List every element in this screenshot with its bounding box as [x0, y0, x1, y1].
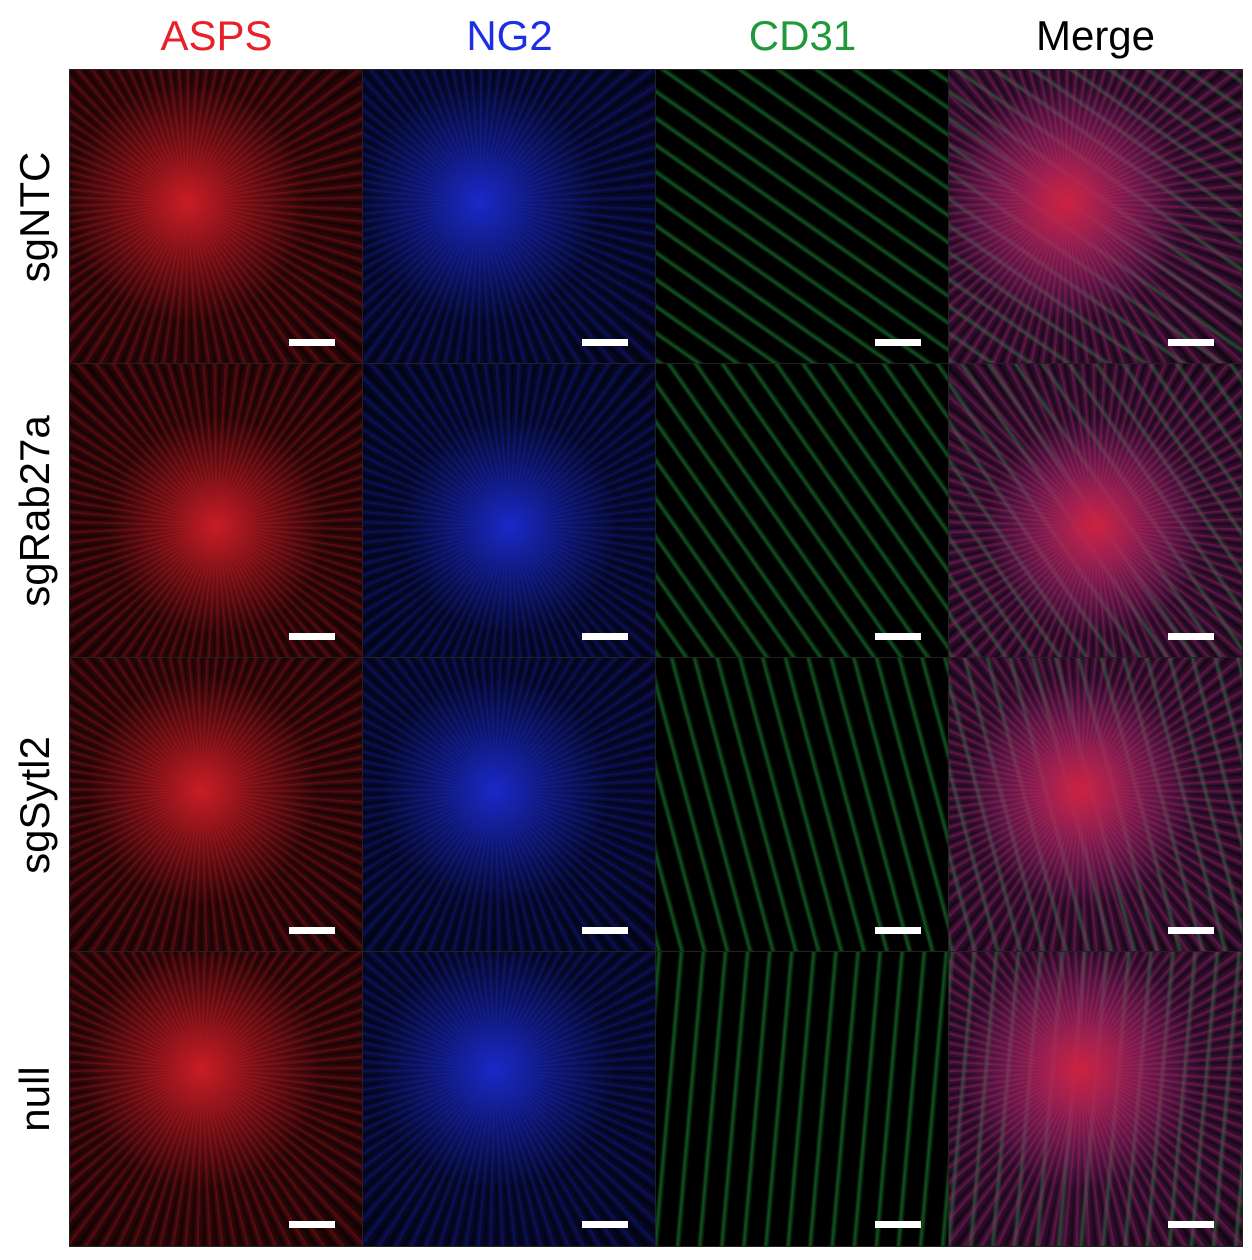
image-texture [363, 364, 656, 658]
scale-bar [875, 927, 921, 934]
image-texture [949, 70, 1242, 364]
micrograph [69, 951, 364, 1247]
scale-bar [582, 1221, 628, 1228]
micrograph [362, 363, 657, 659]
row-label: sgSytl2 [11, 736, 58, 874]
row-label: null [11, 1066, 58, 1132]
image-texture [70, 70, 363, 364]
scale-bar [1168, 1221, 1214, 1228]
scale-bar [289, 1221, 335, 1228]
column-header: NG2 [466, 12, 553, 59]
micrograph [655, 363, 950, 659]
micrograph [69, 363, 364, 659]
micrograph [362, 69, 657, 365]
micrograph [69, 657, 364, 953]
image-texture [656, 364, 949, 658]
image-texture [656, 70, 949, 364]
image-texture [949, 952, 1242, 1246]
micrograph [948, 657, 1243, 953]
scale-bar [289, 633, 335, 640]
micrograph [362, 951, 657, 1247]
image-texture [70, 658, 363, 952]
image-texture [656, 658, 949, 952]
row-label: sgRab27a [11, 415, 58, 607]
micrograph [362, 657, 657, 953]
scale-bar [582, 633, 628, 640]
micrograph [655, 951, 950, 1247]
image-texture [949, 364, 1242, 658]
micrograph [655, 657, 950, 953]
row-label: sgNTC [11, 151, 58, 283]
image-texture [70, 364, 363, 658]
scale-bar [875, 1221, 921, 1228]
micrograph [948, 363, 1243, 659]
scale-bar [875, 633, 921, 640]
scale-bar [289, 339, 335, 346]
scale-bar [875, 339, 921, 346]
column-header: Merge [1035, 12, 1156, 59]
micrograph [948, 951, 1243, 1247]
scale-bar [289, 927, 335, 934]
image-texture [363, 70, 656, 364]
column-header: ASPS [160, 12, 273, 59]
micrograph [655, 69, 950, 365]
micrograph [948, 69, 1243, 365]
image-texture [363, 658, 656, 952]
image-texture [363, 952, 656, 1246]
scale-bar [582, 927, 628, 934]
image-texture [656, 952, 949, 1246]
micrograph [69, 69, 364, 365]
image-texture [949, 658, 1242, 952]
image-texture [70, 952, 363, 1246]
scale-bar [1168, 927, 1214, 934]
scale-bar [1168, 633, 1214, 640]
scale-bar [1168, 339, 1214, 346]
column-header: CD31 [748, 12, 857, 59]
scale-bar [582, 339, 628, 346]
